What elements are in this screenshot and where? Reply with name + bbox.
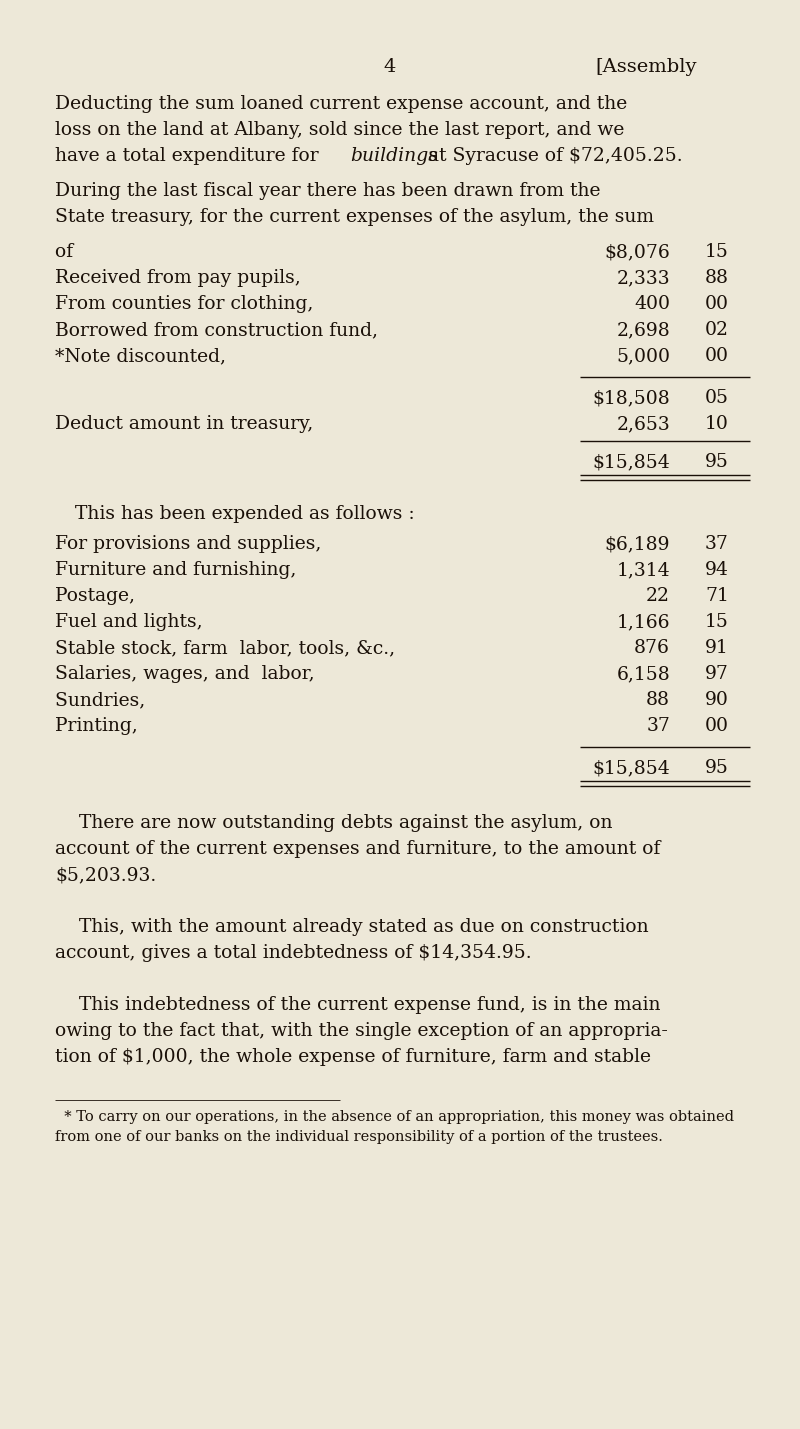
Text: Salaries, wages, and  labor,: Salaries, wages, and labor, bbox=[55, 664, 717, 683]
Text: 05: 05 bbox=[705, 389, 729, 407]
Text: 90: 90 bbox=[705, 692, 729, 709]
Text: Printing,: Printing, bbox=[55, 717, 762, 735]
Text: account, gives a total indebtedness of $14,354.95.: account, gives a total indebtedness of $… bbox=[55, 945, 532, 962]
Text: Deduct amount in treasury,: Deduct amount in treasury, bbox=[55, 414, 691, 433]
Text: 1,166: 1,166 bbox=[617, 613, 670, 632]
Text: 91: 91 bbox=[705, 639, 729, 657]
Text: have a total expenditure for: have a total expenditure for bbox=[55, 147, 325, 164]
Text: $15,854: $15,854 bbox=[592, 759, 670, 777]
Text: [Assembly: [Assembly bbox=[595, 59, 697, 76]
Text: This has been expended as follows :: This has been expended as follows : bbox=[75, 504, 414, 523]
Text: 95: 95 bbox=[705, 759, 729, 777]
Text: 97: 97 bbox=[705, 664, 729, 683]
Text: State treasury, for the current expenses of the asylum, the sum: State treasury, for the current expenses… bbox=[55, 209, 654, 226]
Text: During the last fiscal year there has been drawn from the: During the last fiscal year there has be… bbox=[55, 181, 601, 200]
Text: loss on the land at Albany, sold since the last report, and we: loss on the land at Albany, sold since t… bbox=[55, 121, 624, 139]
Text: $15,854: $15,854 bbox=[592, 453, 670, 472]
Text: Stable stock, farm  labor, tools, &c.,: Stable stock, farm labor, tools, &c., bbox=[55, 639, 773, 657]
Text: $18,508: $18,508 bbox=[592, 389, 670, 407]
Text: 37: 37 bbox=[646, 717, 670, 735]
Text: 37: 37 bbox=[705, 534, 729, 553]
Text: 400: 400 bbox=[634, 294, 670, 313]
Text: 876: 876 bbox=[634, 639, 670, 657]
Text: 71: 71 bbox=[705, 587, 729, 604]
Text: This indebtedness of the current expense fund, is in the main: This indebtedness of the current expense… bbox=[55, 996, 661, 1015]
Text: 5,000: 5,000 bbox=[616, 347, 670, 364]
Text: 22: 22 bbox=[646, 587, 670, 604]
Text: $8,076: $8,076 bbox=[604, 243, 670, 262]
Text: Deducting the sum loaned current expense account, and the: Deducting the sum loaned current expense… bbox=[55, 94, 627, 113]
Text: $6,189: $6,189 bbox=[605, 534, 670, 553]
Text: 00: 00 bbox=[705, 294, 729, 313]
Text: 10: 10 bbox=[705, 414, 729, 433]
Text: Received from pay pupils,: Received from pay pupils, bbox=[55, 269, 685, 287]
Text: 00: 00 bbox=[705, 347, 729, 364]
Text: This, with the amount already stated as due on construction: This, with the amount already stated as … bbox=[55, 917, 649, 936]
Text: 95: 95 bbox=[705, 453, 729, 472]
Text: Furniture and furnishing,: Furniture and furnishing, bbox=[55, 562, 686, 579]
Text: There are now outstanding debts against the asylum, on: There are now outstanding debts against … bbox=[55, 815, 613, 832]
Text: 4: 4 bbox=[384, 59, 396, 76]
Text: *Note discounted,: *Note discounted, bbox=[55, 347, 676, 364]
Text: 6,158: 6,158 bbox=[616, 664, 670, 683]
Text: Borrowed from construction fund,: Borrowed from construction fund, bbox=[55, 322, 696, 339]
Text: owing to the fact that, with the single exception of an appropria-: owing to the fact that, with the single … bbox=[55, 1022, 668, 1040]
Text: 2,698: 2,698 bbox=[616, 322, 670, 339]
Text: account of the current expenses and furniture, to the amount of: account of the current expenses and furn… bbox=[55, 840, 660, 857]
Text: 2,333: 2,333 bbox=[616, 269, 670, 287]
Text: 15: 15 bbox=[705, 613, 729, 632]
Text: 94: 94 bbox=[705, 562, 729, 579]
Text: buildings: buildings bbox=[350, 147, 438, 164]
Text: 02: 02 bbox=[705, 322, 729, 339]
Text: $5,203.93.: $5,203.93. bbox=[55, 866, 156, 885]
Text: Sundries,: Sundries, bbox=[55, 692, 775, 709]
Text: 00: 00 bbox=[705, 717, 729, 735]
Text: 15: 15 bbox=[705, 243, 729, 262]
Text: 1,314: 1,314 bbox=[616, 562, 670, 579]
Text: from one of our banks on the individual responsibility of a portion of the trust: from one of our banks on the individual … bbox=[55, 1130, 663, 1145]
Text: For provisions and supplies,: For provisions and supplies, bbox=[55, 534, 699, 553]
Text: tion of $1,000, the whole expense of furniture, farm and stable: tion of $1,000, the whole expense of fur… bbox=[55, 1047, 651, 1066]
Text: Fuel and lights,: Fuel and lights, bbox=[55, 613, 749, 632]
Text: of: of bbox=[55, 243, 673, 262]
Text: 2,653: 2,653 bbox=[616, 414, 670, 433]
Text: Postage,: Postage, bbox=[55, 587, 753, 604]
Text: 88: 88 bbox=[705, 269, 729, 287]
Text: * To carry on our operations, in the absence of an appropriation, this money was: * To carry on our operations, in the abs… bbox=[55, 1110, 734, 1125]
Text: 88: 88 bbox=[646, 692, 670, 709]
Text: at Syracuse of $72,405.25.: at Syracuse of $72,405.25. bbox=[422, 147, 682, 164]
Text: From counties for clothing,: From counties for clothing, bbox=[55, 294, 691, 313]
